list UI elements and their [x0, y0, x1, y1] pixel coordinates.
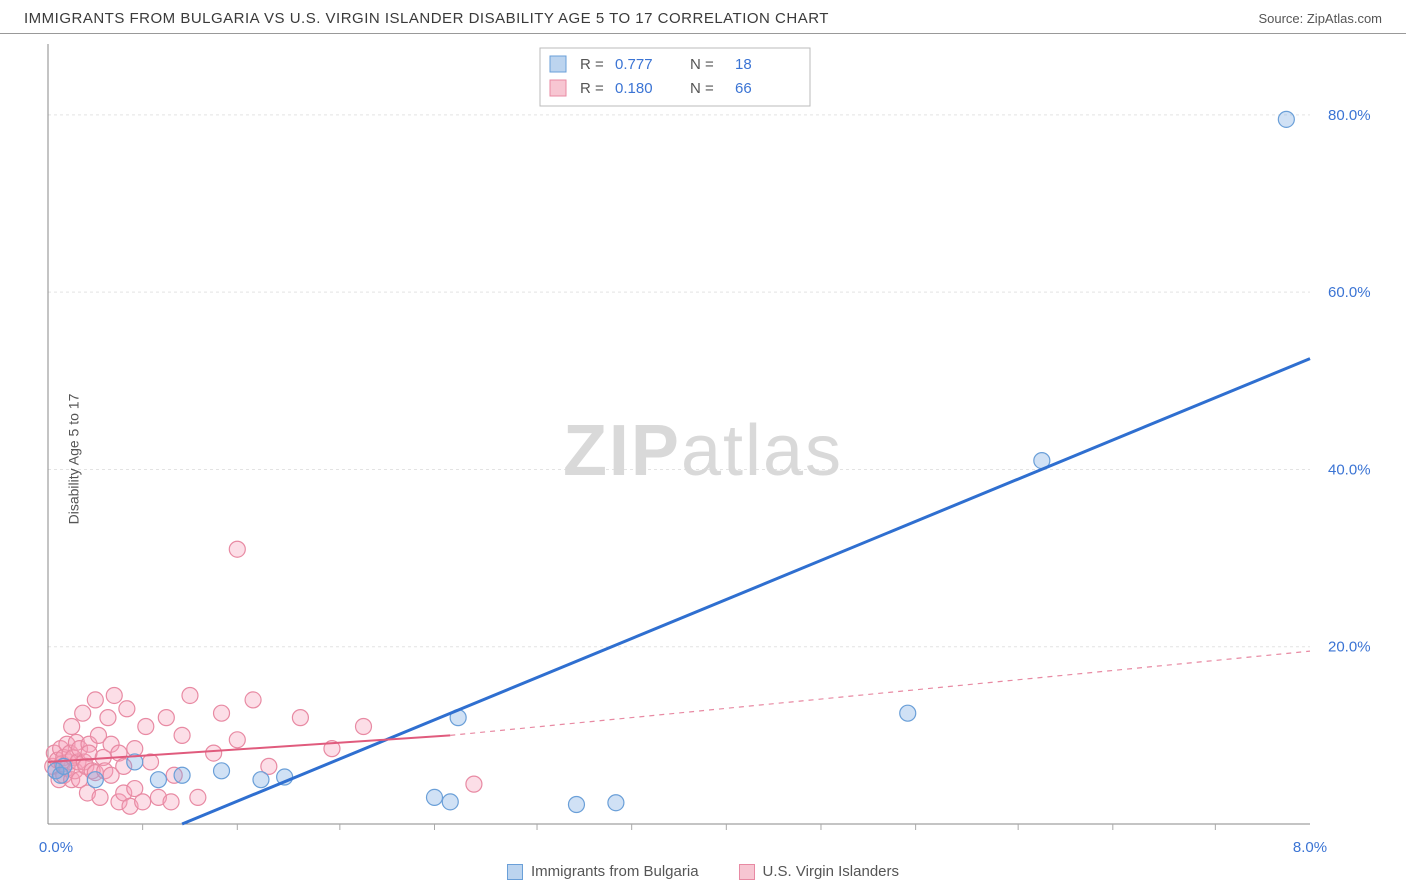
bottom-legend: Immigrants from Bulgaria U.S. Virgin Isl… [507, 863, 899, 880]
data-point [182, 687, 198, 703]
trend-line-blue [182, 359, 1310, 824]
legend-label-virgin-islanders: U.S. Virgin Islanders [763, 863, 899, 880]
data-point [356, 719, 372, 735]
data-point [245, 692, 261, 708]
data-point [190, 789, 206, 805]
data-point [158, 710, 174, 726]
data-point [292, 710, 308, 726]
data-point [568, 797, 584, 813]
data-point [163, 794, 179, 810]
data-point [87, 692, 103, 708]
x-tick-label-left: 0.0% [39, 839, 73, 856]
data-point [119, 701, 135, 717]
chart-container: Disability Age 5 to 17 ZIPatlas 20.0%40.… [0, 34, 1406, 884]
data-point [174, 767, 190, 783]
data-point [1278, 111, 1294, 127]
stats-n-value: 66 [735, 80, 752, 97]
chart-title: IMMIGRANTS FROM BULGARIA VS U.S. VIRGIN … [24, 10, 829, 27]
data-point [64, 719, 80, 735]
data-point [206, 745, 222, 761]
legend-swatch-pink [739, 864, 755, 880]
y-tick-label: 60.0% [1328, 284, 1371, 301]
legend-item-virgin-islanders: U.S. Virgin Islanders [739, 863, 899, 880]
data-point [229, 541, 245, 557]
data-point [442, 794, 458, 810]
data-point [75, 705, 91, 721]
data-point [229, 732, 245, 748]
chart-header: IMMIGRANTS FROM BULGARIA VS U.S. VIRGIN … [0, 0, 1406, 34]
data-point [214, 763, 230, 779]
data-point [608, 795, 624, 811]
legend-label-bulgaria: Immigrants from Bulgaria [531, 863, 699, 880]
stats-swatch [550, 56, 566, 72]
data-point [100, 710, 116, 726]
stats-n-label: N = [690, 80, 714, 97]
data-point [214, 705, 230, 721]
data-point [426, 789, 442, 805]
data-point [150, 772, 166, 788]
stats-r-label: R = [580, 56, 604, 73]
stats-r-value: 0.777 [615, 56, 653, 73]
data-point [174, 727, 190, 743]
data-point [900, 705, 916, 721]
y-tick-label: 80.0% [1328, 107, 1371, 124]
trend-line-pink-dashed [450, 651, 1310, 735]
stats-swatch [550, 80, 566, 96]
stats-r-value: 0.180 [615, 80, 653, 97]
data-point [135, 794, 151, 810]
legend-item-bulgaria: Immigrants from Bulgaria [507, 863, 699, 880]
chart-source: Source: ZipAtlas.com [1258, 11, 1382, 26]
y-axis-label: Disability Age 5 to 17 [65, 394, 81, 525]
data-point [92, 789, 108, 805]
x-tick-label-right: 8.0% [1293, 839, 1327, 856]
data-point [253, 772, 269, 788]
stats-r-label: R = [580, 80, 604, 97]
data-point [466, 776, 482, 792]
data-point [106, 687, 122, 703]
stats-n-value: 18 [735, 56, 752, 73]
data-point [87, 772, 103, 788]
stats-n-label: N = [690, 56, 714, 73]
legend-swatch-blue [507, 864, 523, 880]
scatter-chart: 20.0% 40.0% 60.0% 80.0% 0.0% 8.0% R = 0.777 N = 1… [0, 34, 1406, 856]
y-tick-label: 40.0% [1328, 461, 1371, 478]
data-point [138, 719, 154, 735]
y-tick-label: 20.0% [1328, 639, 1371, 656]
